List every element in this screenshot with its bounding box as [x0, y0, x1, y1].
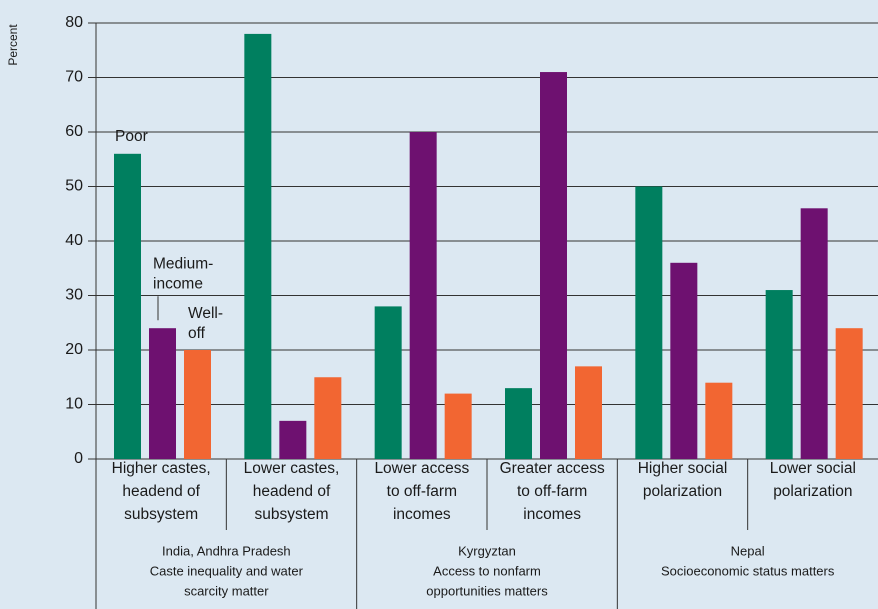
x-tick-label: incomes — [523, 506, 581, 523]
group-label: Kyrgyztan — [458, 543, 516, 558]
series-label: income — [153, 275, 203, 292]
group-label: Nepal — [731, 543, 765, 558]
x-tick-label: subsystem — [124, 506, 198, 523]
bar — [505, 388, 532, 459]
x-tick-label: Lower castes, — [244, 460, 340, 477]
x-tick-label: incomes — [393, 506, 451, 523]
y-tick-label: 10 — [65, 396, 83, 413]
x-tick-label: to off-farm — [517, 483, 587, 500]
bar — [314, 377, 342, 459]
y-tick-label: 30 — [65, 287, 83, 304]
bar — [835, 328, 863, 459]
series-label: Poor — [115, 128, 148, 145]
bar — [184, 350, 211, 459]
bar — [670, 262, 698, 459]
x-tick-label: Higher castes, — [112, 460, 211, 477]
y-tick-label: 80 — [65, 14, 83, 31]
x-tick-label: headend of — [122, 483, 200, 500]
group-label: opportunities matters — [426, 583, 548, 598]
bar — [540, 72, 567, 460]
bar — [409, 132, 437, 459]
x-tick-label: to off-farm — [387, 483, 457, 500]
x-tick-label: Lower access — [374, 460, 469, 477]
group-label: India, Andhra Pradesh — [162, 543, 291, 558]
y-tick-label: 40 — [65, 232, 83, 249]
bar — [244, 33, 272, 460]
series-label: Well- — [188, 305, 223, 322]
y-tick-label: 0 — [74, 450, 83, 467]
y-tick-label: 50 — [65, 178, 83, 195]
bar — [149, 328, 176, 459]
group-label: Socioeconomic status matters — [661, 563, 835, 578]
series-label: off — [188, 325, 206, 342]
bar — [374, 306, 402, 459]
x-tick-label: subsystem — [254, 506, 328, 523]
y-tick-label: 60 — [65, 123, 83, 140]
bar — [114, 153, 141, 460]
x-tick-label: Greater access — [500, 460, 605, 477]
bar — [444, 393, 472, 459]
series-label: Medium- — [153, 255, 213, 272]
bar — [800, 208, 828, 459]
x-tick-label: Higher social — [638, 460, 728, 477]
bar — [575, 366, 602, 459]
bar — [279, 420, 307, 459]
x-tick-label: polarization — [773, 483, 852, 500]
y-axis-label: Percent — [6, 24, 20, 66]
group-label: scarcity matter — [184, 583, 269, 598]
group-label: Access to nonfarm — [433, 563, 541, 578]
bar — [635, 186, 663, 459]
y-tick-label: 20 — [65, 341, 83, 358]
x-tick-label: polarization — [643, 483, 722, 500]
x-tick-label: headend of — [253, 483, 331, 500]
bar — [705, 382, 733, 459]
group-label: Caste inequality and water — [150, 563, 304, 578]
bar — [765, 290, 793, 459]
x-tick-label: Lower social — [770, 460, 856, 477]
y-tick-label: 70 — [65, 69, 83, 86]
